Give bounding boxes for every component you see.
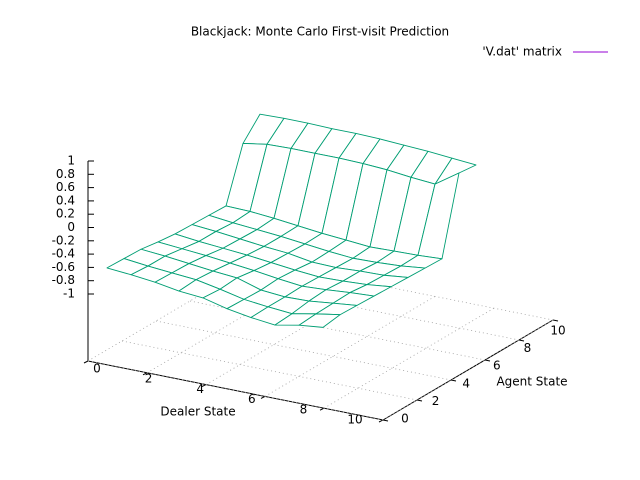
y-tick [484,359,491,362]
y-axis [382,319,554,421]
z-tick-label: 0.2 [56,207,75,221]
z-tick-label: 1 [67,154,75,168]
y-tick-label: 6 [493,359,501,373]
x-tick-label: 0 [93,362,101,376]
z-tick-label: 0.4 [56,193,75,207]
z-tick-label: -0.2 [52,233,75,247]
x-tick-label: 10 [347,413,362,427]
x-axis [87,360,384,421]
z-tick-label: -0.4 [52,247,75,261]
y-tick [552,319,559,322]
y-axis-label: Agent State [496,375,567,389]
y-tick [450,379,457,382]
z-tick-label: -1 [63,287,75,301]
x-tick [319,407,325,411]
z-tick-label: 0.6 [56,180,75,194]
y-tick [382,419,389,422]
x-tick-label: 6 [248,392,256,406]
z-tick-label: 0.8 [56,167,75,181]
y-tick-label: 10 [550,324,565,338]
x-tick [378,419,384,423]
x-tick-label: 4 [196,382,204,396]
z-tick-label: 0 [67,220,75,234]
y-tick-label: 2 [432,394,440,408]
grid-line [264,296,436,397]
x-axis-label: Dealer State [160,405,235,419]
x-tick [83,360,89,364]
x-tick-label: 2 [145,372,153,386]
grid-line [121,340,418,401]
surface-cell [298,313,341,328]
grid-line [155,320,452,381]
y-tick [416,399,423,402]
y-tick-label: 0 [401,412,409,426]
grid-line [323,307,495,409]
y-tick-label: 4 [462,376,470,390]
x-tick-label: 8 [300,402,308,416]
x-tick [260,395,266,399]
x-tick [142,372,148,376]
grid-line [382,319,554,421]
z-tick-label: -0.6 [52,260,75,274]
z-tick-label: -0.8 [52,273,75,287]
y-tick-label: 8 [524,341,532,355]
y-tick [518,339,525,342]
chart-title: Blackjack: Monte Carlo First-visit Predi… [191,25,449,39]
legend-label: 'V.dat' matrix [482,45,562,59]
x-tick [201,384,207,388]
